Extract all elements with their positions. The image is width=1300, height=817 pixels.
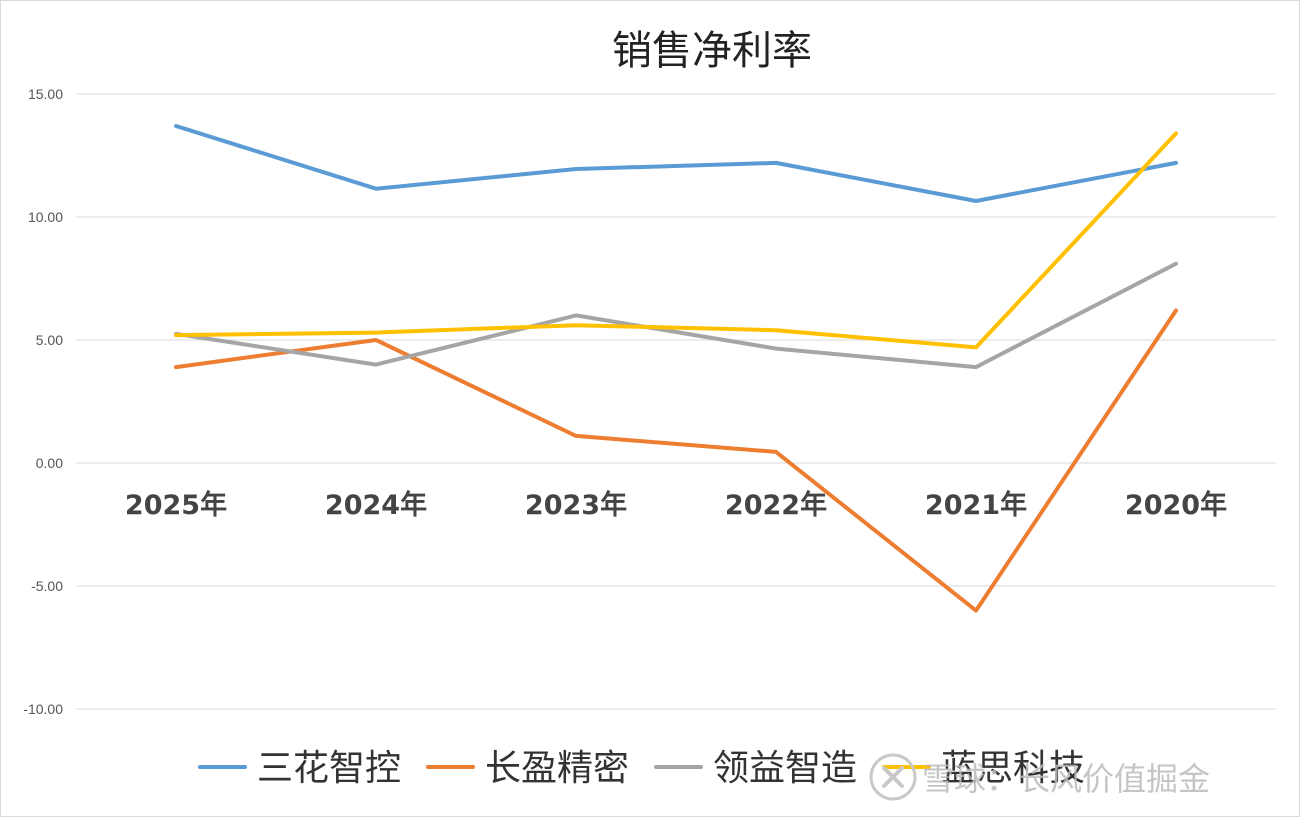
series-layer	[174, 124, 1178, 613]
watermark-logo-icon	[869, 753, 917, 801]
legend-item: 蓝思科技	[882, 748, 1085, 789]
series-line	[174, 124, 1178, 203]
series-line	[174, 261, 1178, 370]
legend-label: 长盈精密	[485, 748, 629, 789]
x-tick-label: 2025年	[125, 489, 227, 521]
watermark: 雪球：长风价值掘金	[869, 753, 1210, 801]
y-tick-label: 0.00	[36, 455, 63, 471]
legend-item: 长盈精密	[426, 748, 629, 789]
legend-item: 三花智控	[198, 748, 401, 789]
series-line	[174, 308, 1178, 613]
chart-title: 销售净利率	[612, 28, 812, 74]
series-line	[174, 131, 1178, 350]
grid-layer	[76, 93, 1276, 710]
y-tick-label: -10.00	[23, 701, 63, 717]
x-tick-label: 2023年	[525, 489, 627, 521]
legend-item: 领益智造	[654, 748, 857, 789]
x-tick-label: 2022年	[725, 489, 827, 521]
y-axis-ticks: 15.00 10.00 5.00 0.00 -5.00 -10.00	[23, 86, 63, 717]
watermark-text: 雪球：长风价值掘金	[922, 760, 1210, 798]
x-tick-label: 2024年	[325, 489, 427, 521]
x-tick-label: 2020年	[1125, 489, 1227, 521]
legend-label: 领益智造	[713, 748, 857, 789]
legend-label: 蓝思科技	[941, 748, 1085, 789]
y-tick-label: -5.00	[31, 578, 63, 594]
x-tick-label: 2021年	[925, 489, 1027, 521]
legend-label: 三花智控	[257, 748, 401, 789]
y-tick-label: 15.00	[28, 86, 63, 102]
y-tick-label: 10.00	[28, 209, 63, 225]
x-axis-ticks: 2025年 2024年 2023年 2022年 2021年 2020年	[125, 489, 1227, 521]
y-tick-label: 5.00	[36, 332, 63, 348]
legend: 三花智控 长盈精密 领益智造 蓝思科技	[198, 748, 1085, 789]
